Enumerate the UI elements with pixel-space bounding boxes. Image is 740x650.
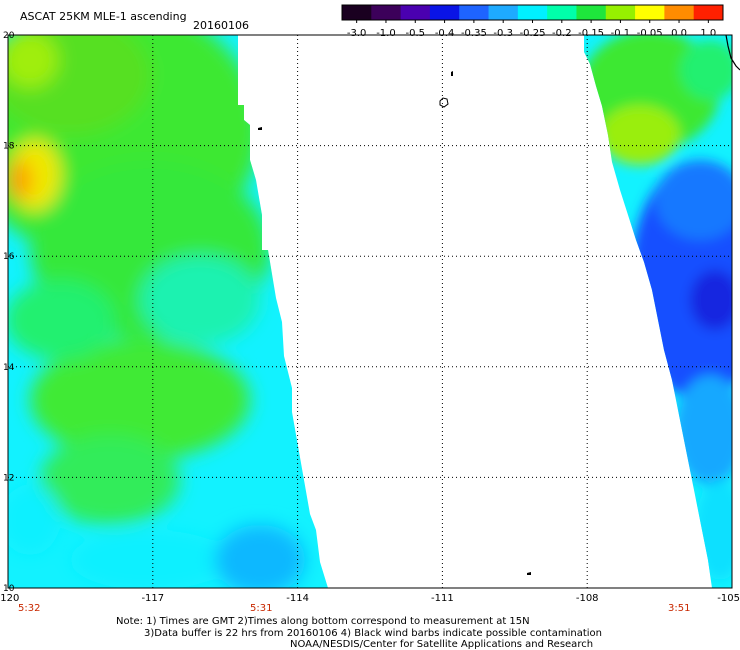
island-clarion — [258, 127, 262, 130]
map-plot: 20 18 16 14 12 10 -120 -117 -114 -111 -108 -105 5:… — [0, 31, 740, 614]
product-date: 20160106 — [193, 19, 249, 32]
longitude-label: -114 — [286, 593, 309, 604]
colorbar-swatch — [371, 5, 402, 20]
colorbar-swatch — [400, 5, 431, 20]
footer-note-1: Note: 1) Times are GMT 2)Times along bot… — [116, 616, 530, 627]
east-swath — [584, 35, 732, 588]
longitude-label: -105 — [717, 593, 740, 604]
latitude-label: 14 — [3, 363, 15, 373]
island-socorro — [439, 97, 449, 108]
latitude-label: 18 — [3, 142, 15, 152]
longitude-label: -111 — [431, 593, 454, 604]
map-frame — [7, 34, 733, 589]
field-blob — [655, 160, 732, 240]
colorbar-swatch — [664, 5, 695, 20]
colorbar-label: -1.0 — [376, 28, 396, 39]
colorbar-label: -0.5 — [406, 28, 426, 39]
colorbar-swatch — [429, 5, 460, 20]
colorbar-swatch — [517, 5, 548, 20]
colorbar-swatch — [488, 5, 519, 20]
west-swath — [8, 35, 328, 588]
latitude-label: 12 — [3, 473, 14, 483]
colorbar-label: -0.3 — [493, 28, 513, 39]
pass-time-label: 3:51 — [668, 603, 690, 614]
island-small — [451, 71, 453, 76]
colorbar-label: 1.0 — [700, 28, 716, 39]
field-blob — [8, 280, 115, 360]
field-blob — [30, 340, 250, 460]
grid-lines — [8, 35, 732, 588]
pass-time-label: 5:31 — [250, 603, 272, 614]
colorbar-label: -3.0 — [347, 28, 367, 39]
longitude-labels: -120 -117 -114 -111 -108 -105 — [0, 593, 740, 604]
longitude-label: -117 — [141, 593, 164, 604]
colorbar-swatch — [547, 5, 577, 20]
colorbar-label: -0.05 — [637, 28, 663, 39]
field-blob — [215, 525, 305, 588]
field-blob — [600, 105, 680, 165]
field-blob — [675, 375, 732, 485]
colorbar-label: -0.1 — [611, 28, 631, 39]
field-blob — [40, 435, 180, 525]
pass-time-label: 5:32 — [18, 603, 40, 614]
longitude-label: -120 — [0, 593, 19, 604]
colorbar-swatch — [342, 5, 372, 20]
colorbar-label: -0.25 — [520, 28, 546, 39]
field-blob — [8, 160, 32, 200]
coastline — [725, 34, 740, 71]
colorbar-label: -0.15 — [578, 28, 604, 39]
colorbar-swatch — [459, 5, 490, 20]
latitude-labels: 20 18 16 14 12 10 — [3, 31, 15, 594]
pass-time-labels: 5:32 5:31 3:51 — [18, 603, 690, 614]
latitude-label: 16 — [3, 252, 15, 262]
island-south — [527, 572, 531, 575]
colorbar-swatch — [576, 5, 607, 20]
colorbar-swatch — [635, 5, 665, 20]
colorbar-label: -0.35 — [461, 28, 487, 39]
field-blob — [690, 270, 732, 330]
colorbar: -3.0 -1.0 -0.5 -0.4 -0.35 -0.3 -0.25 -0.2 -0.15-… — [341, 4, 724, 39]
latitude-label: 10 — [3, 584, 15, 594]
longitude-label: -108 — [576, 593, 599, 604]
footer-note-2: 3)Data buffer is 22 hrs from 20160106 4)… — [144, 628, 602, 639]
field-blob — [70, 530, 230, 588]
field-blob — [695, 480, 732, 580]
latitude-label: 20 — [3, 31, 15, 41]
field-blob — [8, 485, 60, 555]
colorbar-swatch — [605, 5, 636, 20]
colorbar-label: 0.0 — [671, 28, 687, 39]
footer-credit: NOAA/NESDIS/Center for Satellite Applica… — [290, 639, 594, 650]
colorbar-label: -0.4 — [435, 28, 455, 39]
product-title: ASCAT 25KM MLE-1 ascending — [20, 10, 187, 23]
colorbar-label: -0.2 — [552, 28, 572, 39]
colorbar-swatch — [693, 5, 724, 20]
field-blob — [140, 255, 260, 345]
field-blob — [8, 35, 58, 88]
field-blob — [680, 40, 732, 100]
